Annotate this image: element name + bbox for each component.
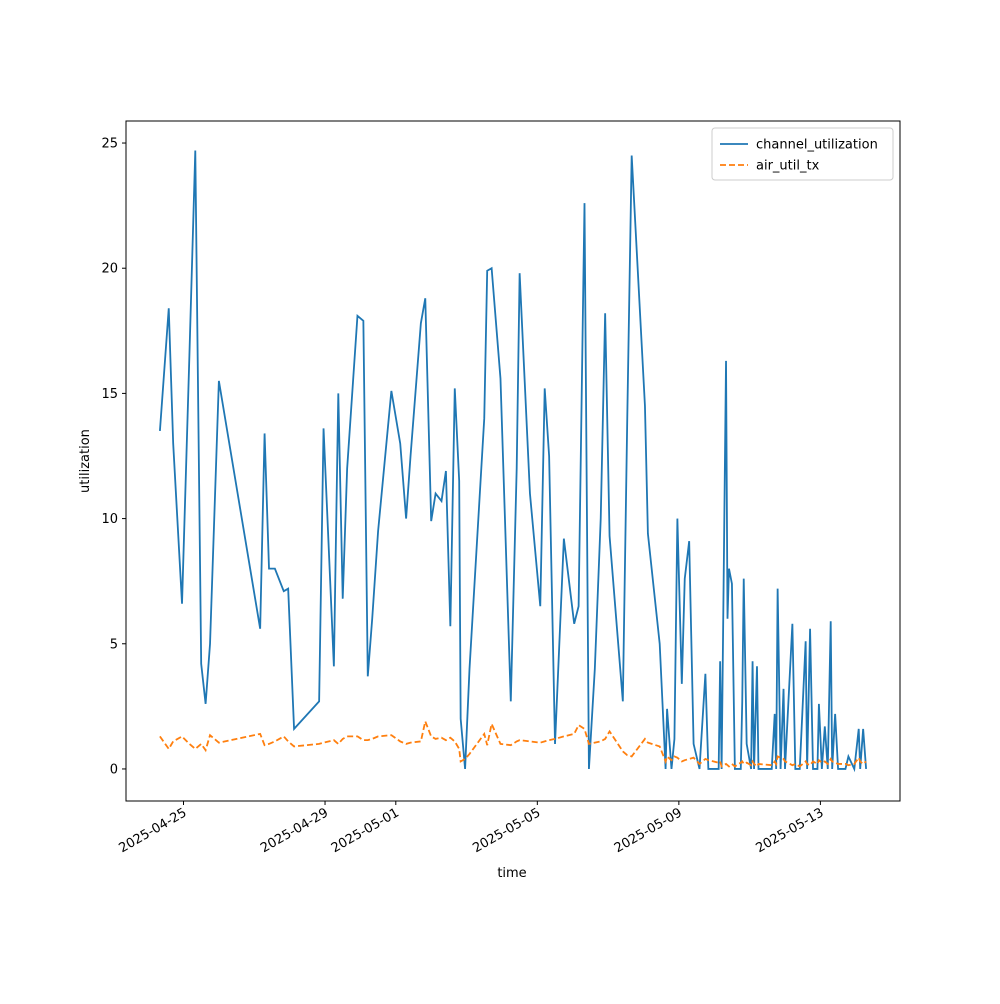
x-tick-label: 2025-04-29 (258, 805, 331, 856)
x-tick-label: 2025-05-13 (753, 805, 826, 856)
data-line (159, 718, 867, 768)
x-tick-label: 2025-05-05 (470, 805, 543, 856)
plot-frame (125, 120, 901, 802)
y-tick-label: 25 (101, 137, 118, 152)
y-tick-label: 5 (110, 637, 118, 652)
x-tick-label: 2025-05-09 (612, 805, 685, 856)
x-tick-label: 2025-05-01 (329, 805, 402, 856)
legend-label: channel_utilization (756, 138, 878, 153)
y-tick-label: 15 (101, 387, 118, 402)
x-axis-label: time (497, 866, 526, 881)
y-tick-label: 10 (101, 512, 118, 527)
legend-box (711, 127, 894, 181)
y-tick-label: 20 (101, 262, 118, 277)
y-tick-label: 0 (110, 762, 118, 777)
y-axis-label: utilization (78, 429, 93, 493)
legend: channel_utilization air_util_tx (711, 127, 894, 181)
legend-label: air_util_tx (756, 159, 820, 174)
x-tick-label: 2025-04-25 (117, 805, 190, 856)
data-line (159, 150, 867, 773)
